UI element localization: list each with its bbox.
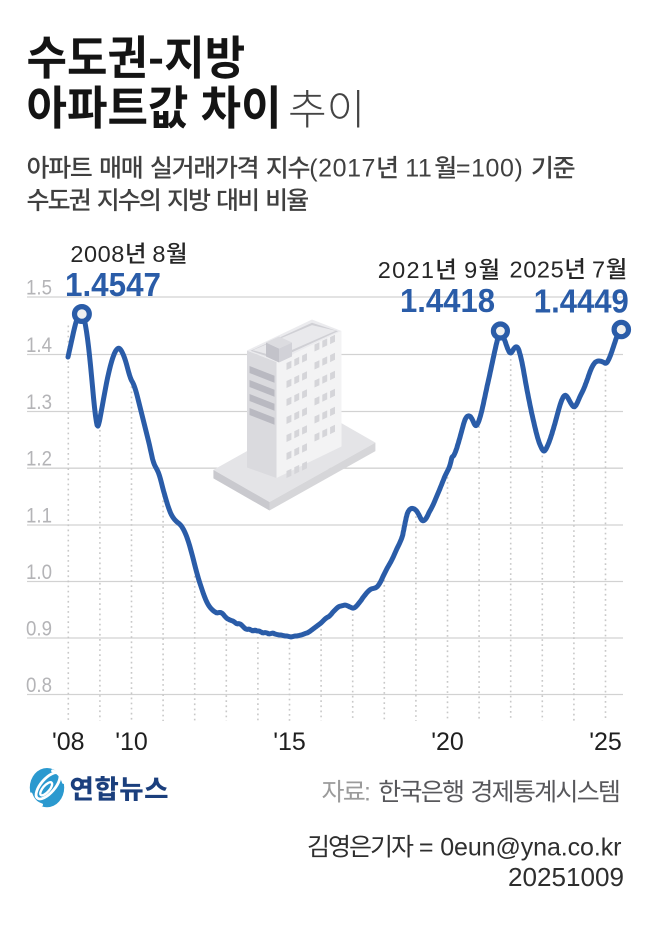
svg-text:8: 8 [152, 241, 166, 267]
svg-text:1.0: 1.0 [26, 561, 52, 584]
svg-text:9: 9 [464, 257, 478, 283]
svg-text::: : [364, 779, 371, 807]
svg-text:2025: 2025 [510, 257, 565, 283]
svg-text:1.1: 1.1 [26, 504, 52, 527]
svg-text:'15: '15 [273, 728, 306, 756]
svg-text:=100): =100) [456, 155, 524, 183]
svg-text:2021: 2021 [378, 257, 435, 283]
svg-text:1.2: 1.2 [26, 448, 52, 471]
svg-text:0.8: 0.8 [26, 674, 52, 697]
svg-text:=: = [419, 834, 434, 862]
svg-text:1.4: 1.4 [26, 334, 52, 357]
svg-text:'08: '08 [52, 728, 85, 756]
svg-text:'10: '10 [115, 728, 148, 756]
svg-text:1.4418: 1.4418 [400, 283, 495, 320]
svg-text:0.9: 0.9 [26, 617, 52, 640]
svg-text:7: 7 [592, 257, 606, 283]
svg-text:0eun@yna.co.kr: 0eun@yna.co.kr [440, 834, 621, 862]
svg-text:2008: 2008 [70, 241, 125, 267]
svg-text:1.5: 1.5 [26, 276, 52, 299]
svg-text:'20: '20 [431, 728, 464, 756]
svg-text:11: 11 [405, 155, 432, 183]
svg-text:1.4449: 1.4449 [534, 284, 629, 321]
svg-text:'25: '25 [589, 728, 622, 756]
svg-text:1.4547: 1.4547 [65, 267, 161, 304]
svg-text:(2017: (2017 [309, 155, 376, 183]
svg-text:20251009: 20251009 [508, 864, 624, 892]
svg-text:1.3: 1.3 [26, 391, 52, 414]
